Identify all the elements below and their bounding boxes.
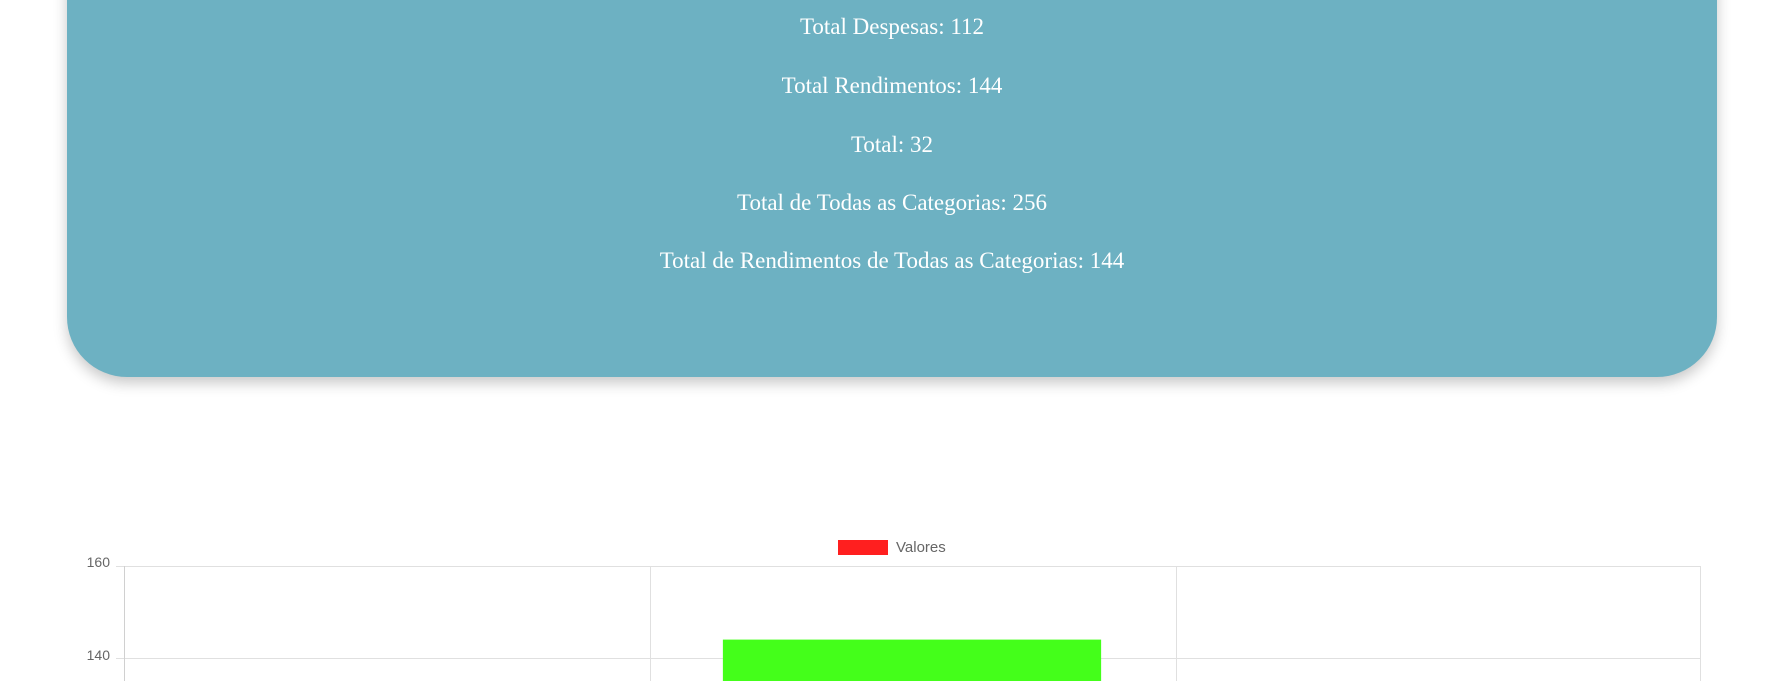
legend-swatch[interactable]: [838, 540, 888, 555]
total-rendimentos-text: Total Rendimentos: 144: [781, 73, 1003, 98]
bar-chart: Valores 160 140: [0, 520, 1786, 681]
chart-canvas: Valores 160 140: [87, 539, 1701, 681]
y-tick-label-140: 140: [87, 647, 111, 663]
total-despesas-text: Total Despesas: 112: [799, 14, 985, 39]
total-text: Total: 32: [850, 132, 934, 157]
y-tick-label-160: 160: [87, 554, 111, 570]
total-rendimentos-todas-categorias-text: Total de Rendimentos de Todas as Categor…: [659, 248, 1125, 273]
bar-2[interactable]: [722, 639, 1102, 681]
summary-card: Total Despesas: 112 Total Rendimentos: 1…: [67, 0, 1717, 377]
legend-label[interactable]: Valores: [896, 539, 946, 556]
total-todas-categorias-text: Total de Todas as Categorias: 256: [737, 190, 1047, 215]
